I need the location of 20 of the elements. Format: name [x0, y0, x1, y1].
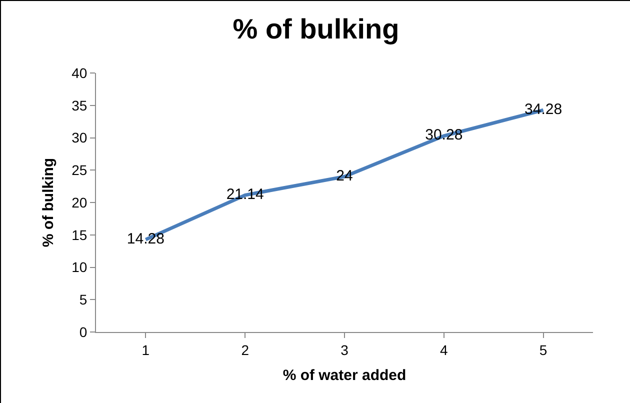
- y-tick-label: 35: [72, 97, 88, 114]
- x-tick-label: 3: [340, 342, 349, 358]
- chart-title: % of bulking: [232, 14, 400, 45]
- x-axis-title: % of water added: [282, 366, 406, 384]
- x-tick-label: 4: [440, 342, 448, 358]
- x-tick-label: 2: [241, 342, 250, 358]
- x-tick-label: 5: [539, 342, 548, 358]
- data-label: 14.28: [126, 230, 164, 248]
- y-tick-label: 10: [72, 259, 88, 276]
- data-label: 24: [336, 167, 353, 184]
- y-tick-label: 15: [72, 226, 88, 243]
- y-tick-label: 5: [79, 292, 88, 308]
- y-tick-label: 40: [72, 64, 88, 81]
- y-tick-label: 25: [72, 162, 88, 178]
- y-axis-title: % of bulking: [40, 158, 57, 248]
- data-label: 34.28: [524, 100, 562, 118]
- y-tick-label: 0: [79, 324, 88, 340]
- y-tick-label: 20: [72, 194, 88, 210]
- y-tick-label: 30: [72, 130, 88, 146]
- x-tick-label: 1: [142, 342, 150, 358]
